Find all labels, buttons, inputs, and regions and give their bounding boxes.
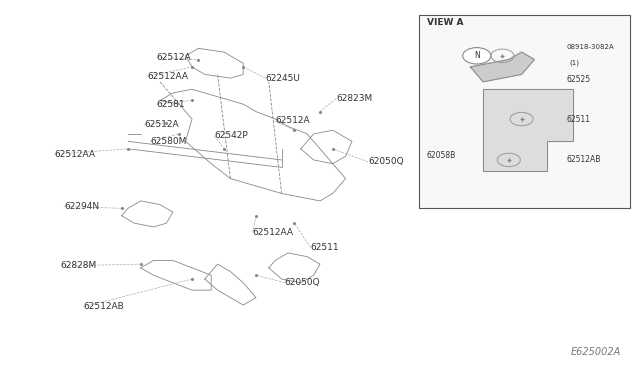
Text: 62512AA: 62512AA <box>147 72 188 81</box>
Text: 62542P: 62542P <box>214 131 248 140</box>
Text: 62525: 62525 <box>566 76 591 84</box>
Text: 62828M: 62828M <box>61 262 97 270</box>
Text: 62512AA: 62512AA <box>54 150 95 159</box>
Text: 62823M: 62823M <box>336 94 372 103</box>
Text: 62058B: 62058B <box>427 151 456 160</box>
Text: 62294N: 62294N <box>64 202 99 211</box>
Text: 08918-3082A: 08918-3082A <box>566 44 614 50</box>
Text: 62511: 62511 <box>310 243 339 252</box>
Text: 62512A: 62512A <box>157 53 191 62</box>
Text: 62245U: 62245U <box>266 74 300 83</box>
Text: 62050Q: 62050Q <box>368 157 404 166</box>
Bar <box>419 15 630 208</box>
Text: 62512AA: 62512AA <box>253 228 294 237</box>
Polygon shape <box>483 89 573 171</box>
Text: 62512A: 62512A <box>144 120 179 129</box>
Polygon shape <box>470 52 534 82</box>
Text: 62512A: 62512A <box>275 116 310 125</box>
Text: 62512AB: 62512AB <box>83 302 124 311</box>
Text: N: N <box>474 51 479 60</box>
Text: 62580M: 62580M <box>150 137 187 146</box>
Text: E625002A: E625002A <box>570 347 621 357</box>
Text: VIEW A: VIEW A <box>427 18 463 27</box>
Text: 62512AB: 62512AB <box>566 155 601 164</box>
Circle shape <box>463 48 491 64</box>
Text: 62511: 62511 <box>566 115 590 124</box>
Text: (1): (1) <box>570 60 580 66</box>
Text: 62050Q: 62050Q <box>285 278 321 287</box>
Text: 62581: 62581 <box>157 100 186 109</box>
